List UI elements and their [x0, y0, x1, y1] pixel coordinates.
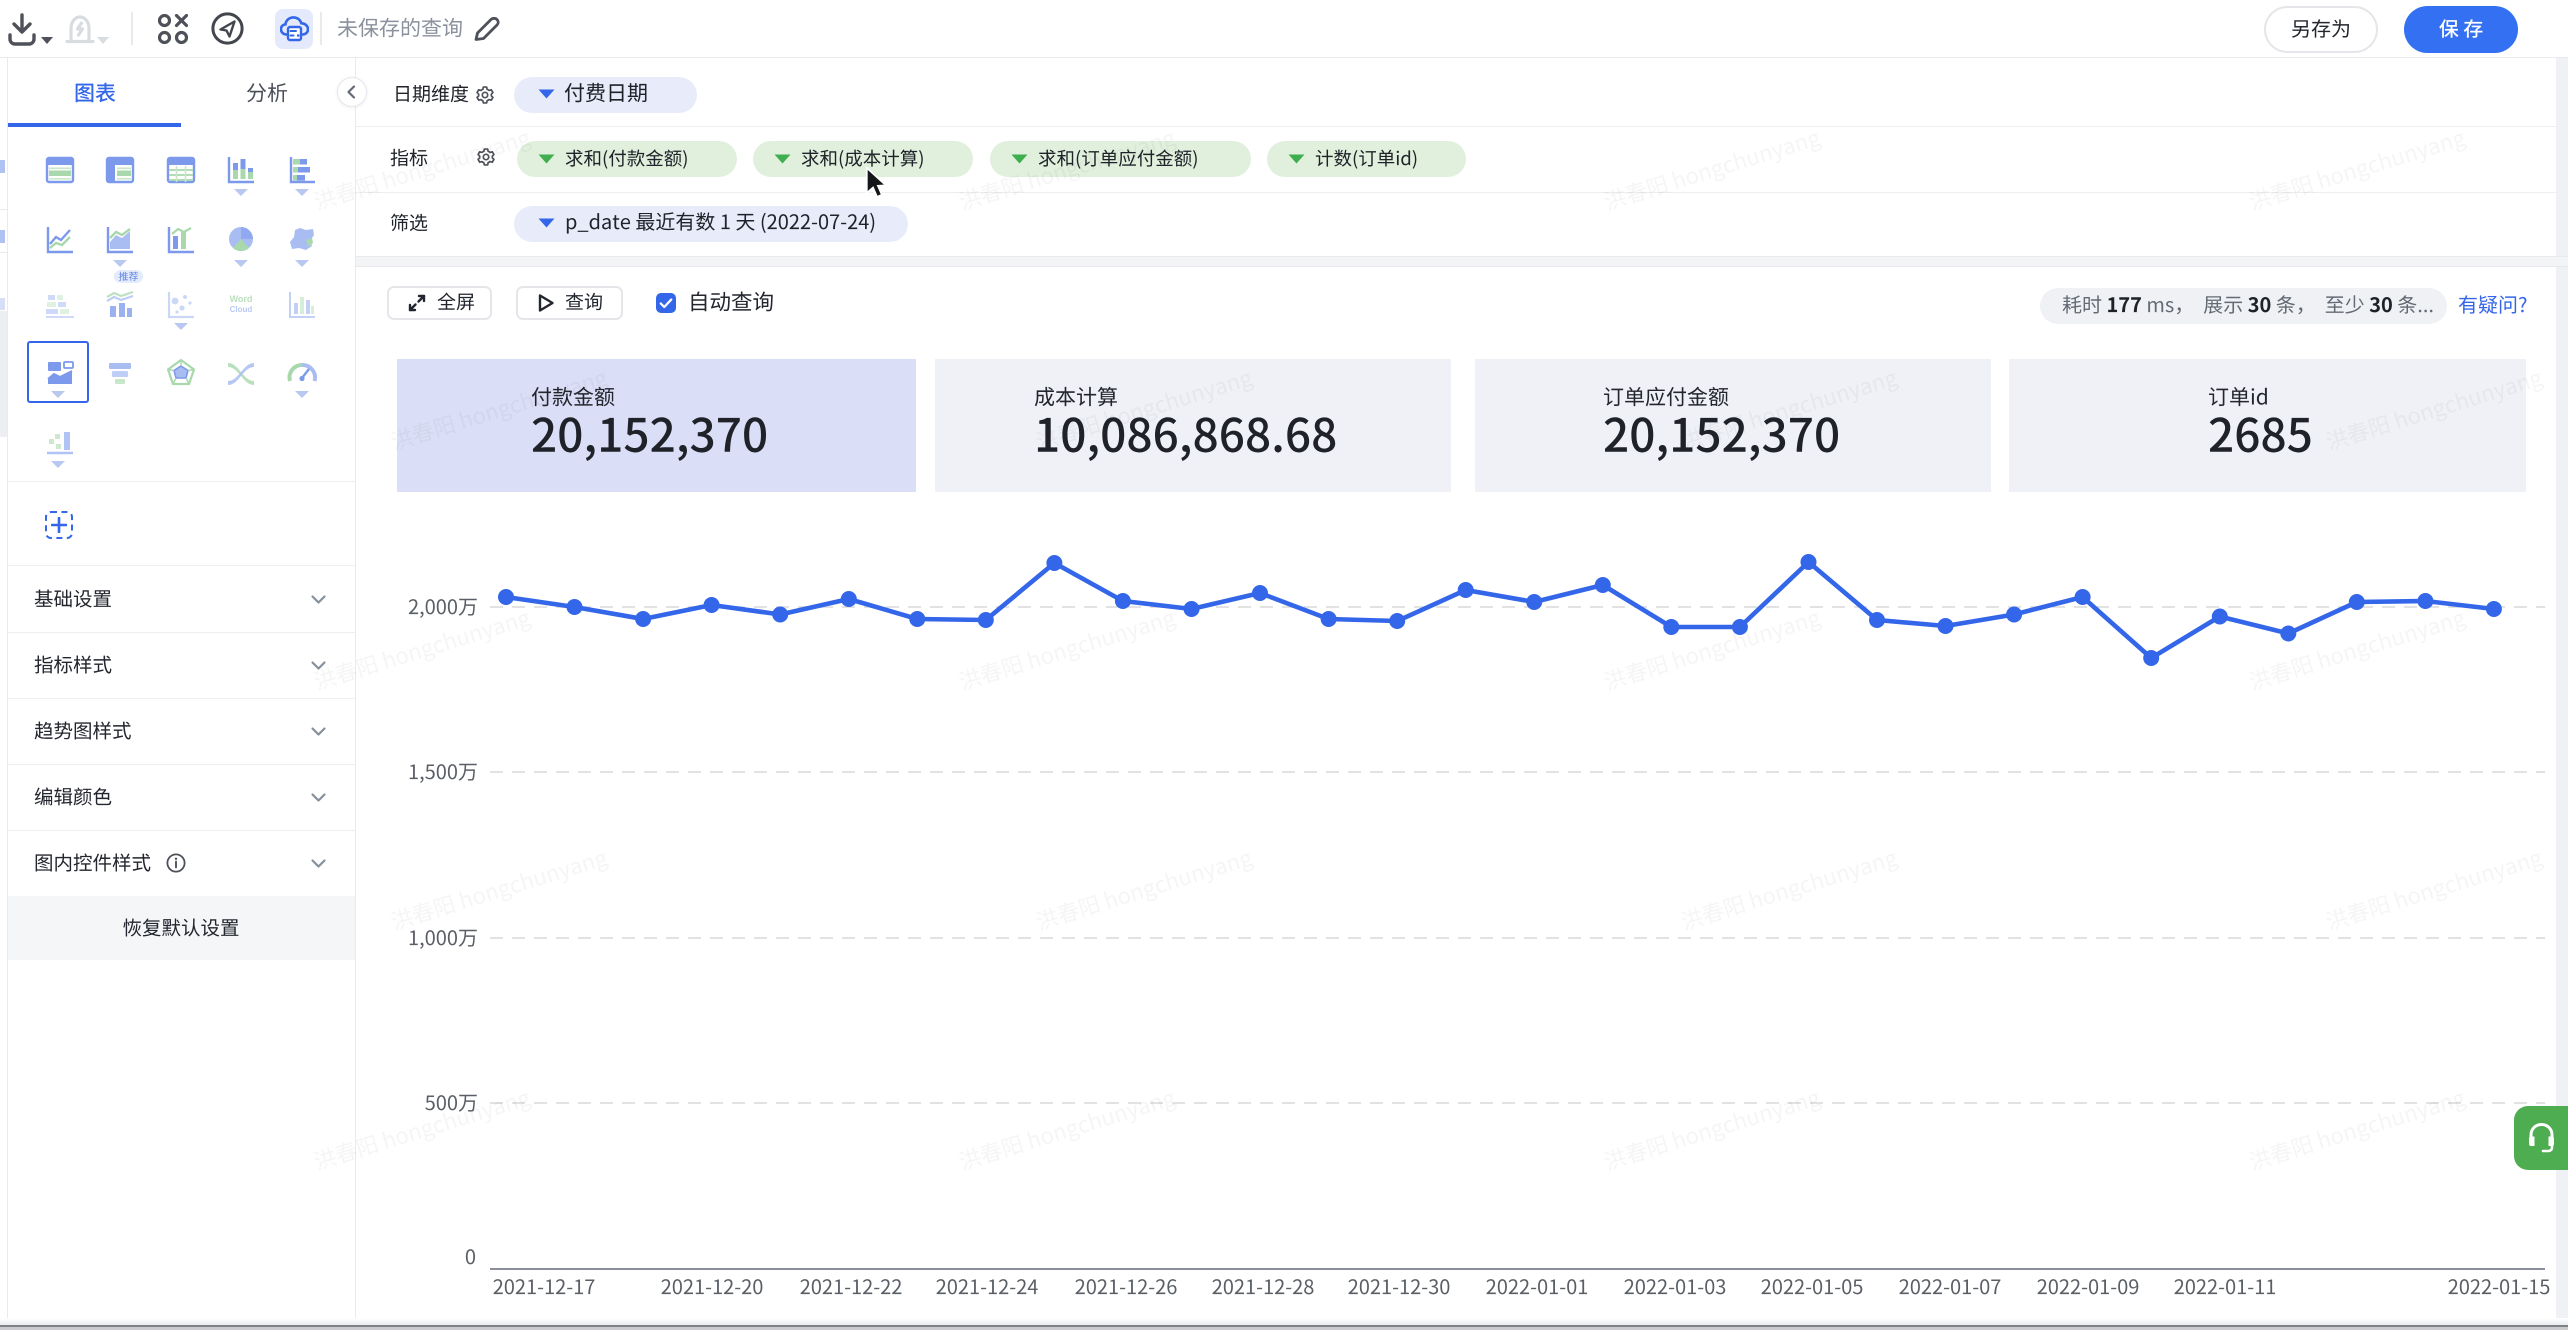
svg-text:Word: Word — [230, 294, 253, 304]
svg-text:Cloud: Cloud — [230, 305, 253, 314]
